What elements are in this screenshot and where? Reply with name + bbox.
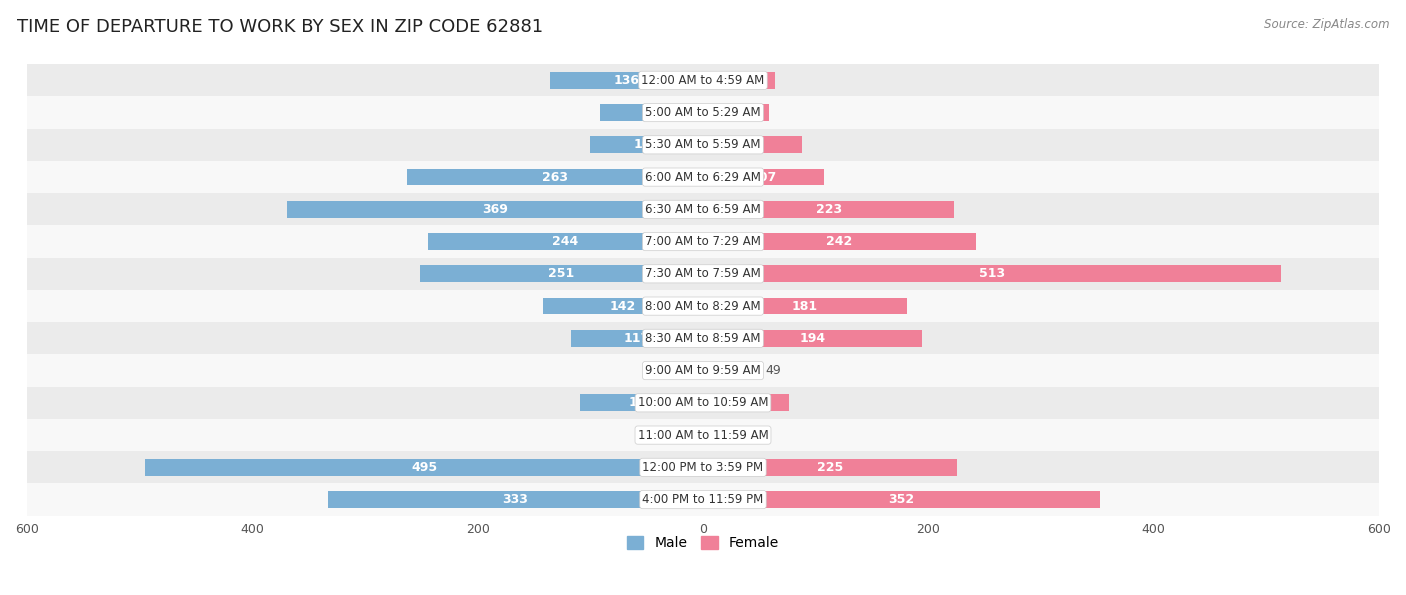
Text: 136: 136 [613, 74, 640, 87]
Text: 64: 64 [730, 74, 748, 87]
Text: 333: 333 [502, 493, 529, 506]
Text: 225: 225 [817, 461, 842, 474]
Bar [703, 394, 789, 411]
Text: 9:00 AM to 9:59 AM: 9:00 AM to 9:59 AM [645, 364, 761, 377]
Bar [703, 104, 769, 121]
Text: 352: 352 [889, 493, 914, 506]
Text: 91: 91 [643, 106, 661, 119]
Bar [427, 233, 703, 250]
Bar [0, 64, 1406, 96]
Text: 100: 100 [634, 139, 659, 151]
Bar [0, 387, 1406, 419]
Bar [703, 201, 955, 218]
Text: 107: 107 [751, 171, 776, 184]
Bar [420, 265, 703, 282]
Text: Source: ZipAtlas.com: Source: ZipAtlas.com [1264, 18, 1389, 31]
Bar [550, 72, 703, 89]
Text: 513: 513 [979, 267, 1005, 280]
Bar [0, 355, 1406, 387]
Bar [0, 129, 1406, 161]
Text: 5:00 AM to 5:29 AM: 5:00 AM to 5:29 AM [645, 106, 761, 119]
Bar [571, 330, 703, 347]
Text: 495: 495 [411, 461, 437, 474]
Bar [703, 136, 803, 154]
Bar [703, 459, 956, 476]
Text: 10:00 AM to 10:59 AM: 10:00 AM to 10:59 AM [638, 396, 768, 409]
Text: 223: 223 [815, 203, 842, 216]
Text: 12:00 AM to 4:59 AM: 12:00 AM to 4:59 AM [641, 74, 765, 87]
Bar [703, 491, 1099, 508]
Bar [543, 298, 703, 315]
Text: 6:00 AM to 6:29 AM: 6:00 AM to 6:29 AM [645, 171, 761, 184]
Bar [0, 419, 1406, 451]
Bar [0, 193, 1406, 226]
Text: 26: 26 [651, 364, 666, 377]
Text: 11:00 AM to 11:59 AM: 11:00 AM to 11:59 AM [638, 428, 768, 441]
Bar [0, 290, 1406, 322]
Text: 8:30 AM to 8:59 AM: 8:30 AM to 8:59 AM [645, 332, 761, 345]
Bar [0, 258, 1406, 290]
Text: 49: 49 [765, 364, 780, 377]
Text: 0: 0 [710, 428, 717, 441]
Text: 242: 242 [827, 235, 852, 248]
Text: 369: 369 [482, 203, 508, 216]
Text: 263: 263 [541, 171, 568, 184]
Bar [0, 226, 1406, 258]
Bar [703, 330, 921, 347]
Text: 4:00 PM to 11:59 PM: 4:00 PM to 11:59 PM [643, 493, 763, 506]
Text: 181: 181 [792, 300, 818, 312]
Bar [703, 169, 824, 186]
Bar [703, 265, 1281, 282]
Text: 5:30 AM to 5:59 AM: 5:30 AM to 5:59 AM [645, 139, 761, 151]
Text: 109: 109 [628, 396, 655, 409]
Bar [703, 298, 907, 315]
Bar [703, 362, 758, 379]
Bar [0, 322, 1406, 355]
Text: 194: 194 [799, 332, 825, 345]
Bar [0, 96, 1406, 129]
Text: 0: 0 [689, 428, 696, 441]
Bar [703, 72, 775, 89]
Bar [673, 362, 703, 379]
Text: 7:30 AM to 7:59 AM: 7:30 AM to 7:59 AM [645, 267, 761, 280]
Bar [703, 233, 976, 250]
Text: 117: 117 [624, 332, 650, 345]
Text: 12:00 PM to 3:59 PM: 12:00 PM to 3:59 PM [643, 461, 763, 474]
Bar [600, 104, 703, 121]
Text: 244: 244 [553, 235, 579, 248]
Text: 76: 76 [737, 396, 755, 409]
Bar [145, 459, 703, 476]
Bar [0, 451, 1406, 484]
Bar [287, 201, 703, 218]
Bar [0, 161, 1406, 193]
Text: 7:00 AM to 7:29 AM: 7:00 AM to 7:29 AM [645, 235, 761, 248]
Bar [406, 169, 703, 186]
Text: 6:30 AM to 6:59 AM: 6:30 AM to 6:59 AM [645, 203, 761, 216]
Text: 8:00 AM to 8:29 AM: 8:00 AM to 8:29 AM [645, 300, 761, 312]
Text: 142: 142 [610, 300, 636, 312]
Text: 251: 251 [548, 267, 575, 280]
Bar [328, 491, 703, 508]
Text: TIME OF DEPARTURE TO WORK BY SEX IN ZIP CODE 62881: TIME OF DEPARTURE TO WORK BY SEX IN ZIP … [17, 18, 543, 36]
Text: 88: 88 [744, 139, 761, 151]
Text: 59: 59 [727, 106, 745, 119]
Bar [581, 394, 703, 411]
Bar [0, 484, 1406, 516]
Legend: Male, Female: Male, Female [621, 531, 785, 556]
Bar [591, 136, 703, 154]
